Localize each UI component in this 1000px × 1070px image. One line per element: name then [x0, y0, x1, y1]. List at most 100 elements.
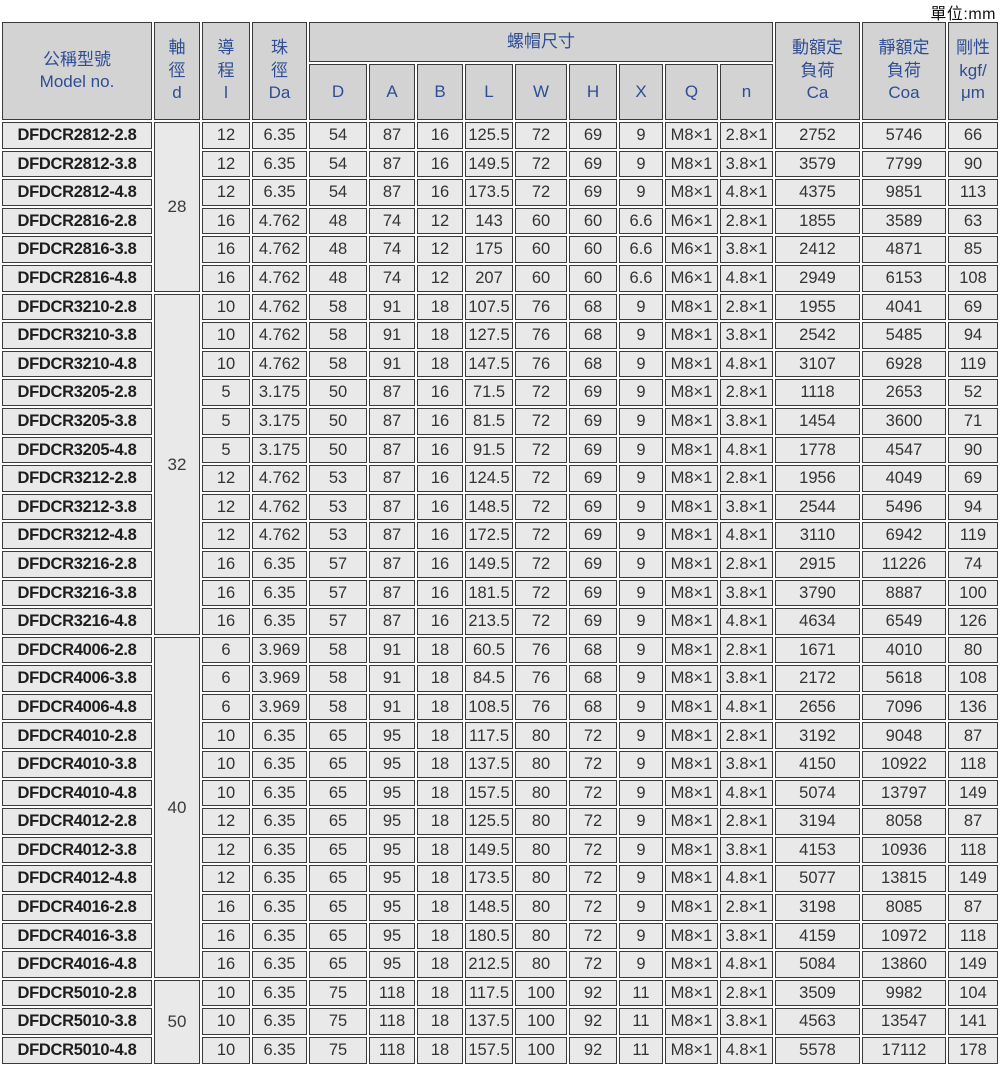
- value-cell: 95: [369, 951, 415, 978]
- value-cell: 173.5: [465, 179, 513, 206]
- model-no-cell: DFDCR4012-2.8: [2, 808, 152, 835]
- value-cell: 4.8×1: [720, 179, 773, 206]
- value-cell: 10: [202, 751, 250, 778]
- value-cell: 74: [948, 550, 998, 578]
- value-cell: 5: [202, 436, 250, 464]
- value-cell: M8×1: [665, 779, 718, 807]
- model-no-cell: DFDCR3216-2.8: [2, 550, 152, 578]
- header-model-no: 公稱型號 Model no.: [2, 22, 152, 120]
- model-no-cell: DFDCR3212-3.8: [2, 493, 152, 521]
- value-cell: 149.5: [465, 150, 513, 178]
- value-cell: 2.8×1: [720, 722, 773, 750]
- value-cell: M8×1: [665, 322, 718, 349]
- table-row: DFDCR2816-4.8 16 4.762 48 74 12 207 60 60 6.6 M6×1…: [2, 264, 998, 292]
- value-cell: 4.8×1: [720, 951, 773, 978]
- value-cell: 94: [948, 322, 998, 349]
- value-cell: 94: [948, 493, 998, 521]
- value-cell: 12: [202, 150, 250, 178]
- value-cell: M8×1: [665, 636, 718, 664]
- value-cell: 4041: [862, 293, 946, 321]
- table-row: DFDCR4006-3.8 6 3.969 58 91 18 84.5 76 68 9 M8×1 3.…: [2, 665, 998, 692]
- value-cell: 18: [417, 894, 463, 921]
- value-cell: 85: [948, 236, 998, 263]
- value-cell: 72: [515, 608, 567, 635]
- table-row: DFDCR5010-4.8 10 6.35 75 118 18 157.5 100 92 11 M8…: [2, 1037, 998, 1064]
- value-cell: 4.8×1: [720, 865, 773, 893]
- model-no-cell: DFDCR2816-3.8: [2, 236, 152, 263]
- value-cell: 13797: [862, 779, 946, 807]
- value-cell: 6.35: [252, 122, 307, 149]
- table-row: DFDCR4016-4.8 16 6.35 65 95 18 212.5 80 72 9 M8×1 4…: [2, 951, 998, 978]
- shaft-diameter-cell: 28: [154, 122, 200, 292]
- value-cell: 5074: [775, 779, 860, 807]
- model-no-cell: DFDCR5010-2.8: [2, 979, 152, 1007]
- value-cell: 16: [202, 264, 250, 292]
- value-cell: 75: [309, 979, 367, 1007]
- value-cell: 5496: [862, 493, 946, 521]
- value-cell: 9: [619, 522, 663, 549]
- value-cell: 68: [569, 350, 617, 378]
- value-cell: M8×1: [665, 465, 718, 492]
- value-cell: M8×1: [665, 1037, 718, 1064]
- value-cell: 178: [948, 1037, 998, 1064]
- value-cell: 76: [515, 636, 567, 664]
- value-cell: 1956: [775, 465, 860, 492]
- value-cell: 18: [417, 779, 463, 807]
- value-cell: 95: [369, 894, 415, 921]
- value-cell: 3.8×1: [720, 579, 773, 607]
- value-cell: M8×1: [665, 1008, 718, 1035]
- value-cell: 6.35: [252, 550, 307, 578]
- value-cell: 118: [369, 979, 415, 1007]
- value-cell: 16: [417, 493, 463, 521]
- table-row: DFDCR4016-3.8 16 6.35 65 95 18 180.5 80 72 9 M8×1 3…: [2, 922, 998, 950]
- value-cell: 3.969: [252, 636, 307, 664]
- table-row: DFDCR3216-2.8 16 6.35 57 87 16 149.5 72 69 9 M8×1 2…: [2, 550, 998, 578]
- value-cell: 60: [569, 236, 617, 263]
- table-row: DFDCR3216-3.8 16 6.35 57 87 16 181.5 72 69 9 M8×1 3…: [2, 579, 998, 607]
- value-cell: 137.5: [465, 751, 513, 778]
- value-cell: 4.8×1: [720, 436, 773, 464]
- value-cell: 72: [569, 922, 617, 950]
- value-cell: 125.5: [465, 808, 513, 835]
- model-no-cell: DFDCR2812-2.8: [2, 122, 152, 149]
- value-cell: 127.5: [465, 322, 513, 349]
- value-cell: 69: [569, 579, 617, 607]
- value-cell: 9: [619, 493, 663, 521]
- value-cell: 95: [369, 779, 415, 807]
- value-cell: 72: [569, 865, 617, 893]
- value-cell: 2.8×1: [720, 979, 773, 1007]
- model-no-cell: DFDCR2816-2.8: [2, 207, 152, 235]
- value-cell: 2.8×1: [720, 808, 773, 835]
- value-cell: 100: [515, 1008, 567, 1035]
- model-no-cell: DFDCR3216-4.8: [2, 608, 152, 635]
- value-cell: 5084: [775, 951, 860, 978]
- value-cell: 9: [619, 579, 663, 607]
- value-cell: M8×1: [665, 836, 718, 864]
- value-cell: M8×1: [665, 951, 718, 978]
- value-cell: M8×1: [665, 407, 718, 435]
- value-cell: 12: [202, 865, 250, 893]
- value-cell: 54: [309, 122, 367, 149]
- value-cell: 108.5: [465, 693, 513, 721]
- value-cell: 4150: [775, 751, 860, 778]
- value-cell: 58: [309, 693, 367, 721]
- value-cell: 57: [309, 579, 367, 607]
- value-cell: 95: [369, 836, 415, 864]
- model-no-cell: DFDCR4012-3.8: [2, 836, 152, 864]
- table-row: DFDCR4010-4.8 10 6.35 65 95 18 157.5 80 72 9 M8×1 4…: [2, 779, 998, 807]
- value-cell: 10922: [862, 751, 946, 778]
- value-cell: 18: [417, 951, 463, 978]
- value-cell: 80: [515, 894, 567, 921]
- value-cell: 13860: [862, 951, 946, 978]
- value-cell: 72: [569, 894, 617, 921]
- value-cell: 80: [515, 779, 567, 807]
- value-cell: 75: [309, 1008, 367, 1035]
- value-cell: 6: [202, 665, 250, 692]
- spec-table-body: DFDCR2812-2.8 28 12 6.35 54 87 16 125.5 72 69 9 M8×…: [2, 122, 998, 1064]
- value-cell: 6.35: [252, 722, 307, 750]
- value-cell: 12: [417, 264, 463, 292]
- value-cell: 91: [369, 636, 415, 664]
- model-no-cell: DFDCR4006-2.8: [2, 636, 152, 664]
- value-cell: M8×1: [665, 150, 718, 178]
- table-row: DFDCR4010-3.8 10 6.35 65 95 18 137.5 80 72 9 M8×1 3…: [2, 751, 998, 778]
